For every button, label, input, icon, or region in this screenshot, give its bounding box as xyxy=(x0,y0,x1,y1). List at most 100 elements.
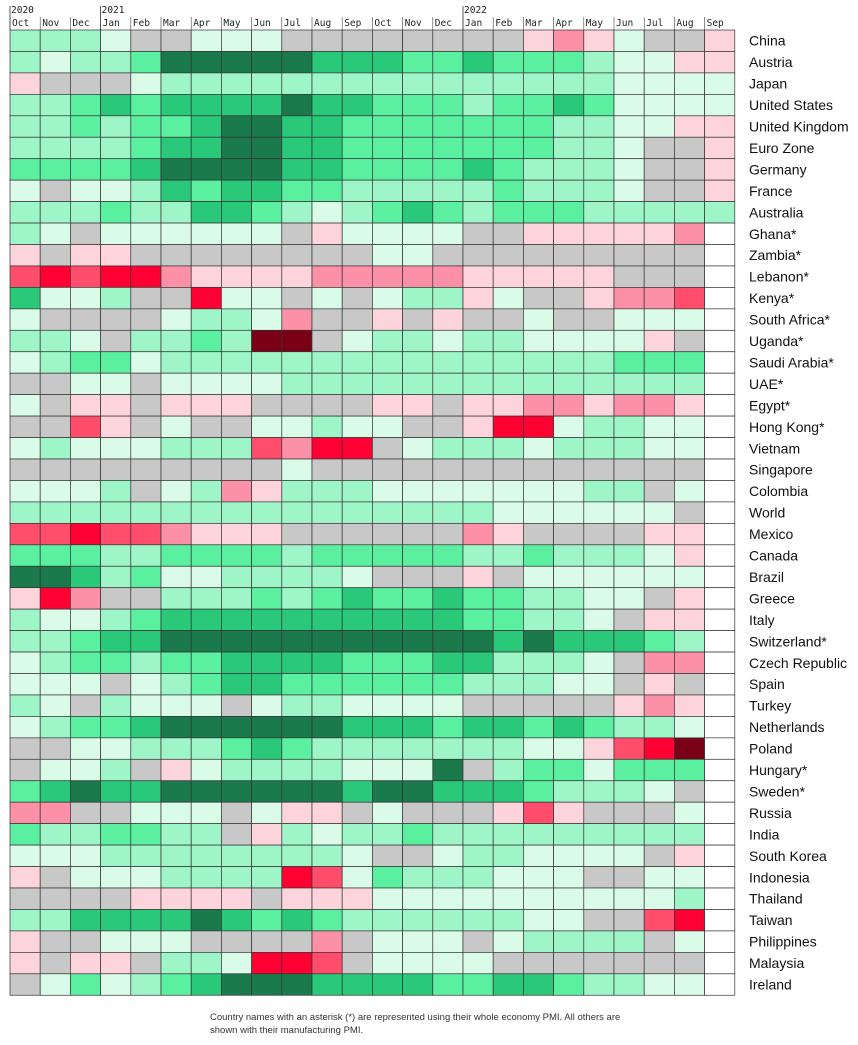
heatmap-cell xyxy=(70,329,101,353)
heatmap-cell xyxy=(583,544,615,567)
heatmap-cell xyxy=(432,222,464,245)
heatmap-cell xyxy=(251,501,283,524)
heatmap-cell xyxy=(190,716,222,739)
heatmap-cell xyxy=(341,716,373,739)
heatmap-cell xyxy=(553,351,585,374)
heatmap-cell xyxy=(130,930,162,953)
heatmap-cell xyxy=(160,737,192,760)
heatmap-cell xyxy=(704,136,736,160)
heatmap-cell xyxy=(311,115,343,138)
heatmap-cell xyxy=(70,394,101,417)
heatmap-cell xyxy=(190,887,222,910)
heatmap-cell xyxy=(190,115,222,138)
heatmap-cell xyxy=(341,587,373,610)
heatmap-cell xyxy=(311,780,343,803)
heatmap-cell xyxy=(160,93,192,117)
heatmap-cell xyxy=(372,844,403,867)
heatmap-cell xyxy=(462,801,494,825)
heatmap-cell xyxy=(492,51,524,74)
heatmap-cell xyxy=(221,694,252,717)
heatmap-cell xyxy=(70,179,101,202)
heatmap-cell xyxy=(402,480,434,503)
heatmap-cell xyxy=(100,694,132,717)
heatmap-cell xyxy=(523,565,554,589)
heatmap-cell xyxy=(613,458,645,481)
heatmap-cell xyxy=(674,501,705,524)
heatmap-cell xyxy=(523,480,554,503)
heatmap-cell xyxy=(160,630,192,653)
heatmap-cell xyxy=(341,458,373,481)
month-label: Jan xyxy=(465,18,482,29)
heatmap-cell xyxy=(130,222,162,245)
heatmap-cell xyxy=(70,544,101,567)
heatmap-cell xyxy=(190,608,222,631)
heatmap-cell xyxy=(402,201,434,224)
heatmap-cell xyxy=(9,351,41,374)
heatmap-cell xyxy=(492,694,524,717)
heatmap-cell xyxy=(9,329,41,353)
heatmap-cell xyxy=(553,608,585,631)
heatmap-cell xyxy=(160,951,192,975)
heatmap-cell xyxy=(251,244,283,267)
heatmap-cell xyxy=(372,651,403,674)
heatmap-cell xyxy=(160,51,192,74)
heatmap-cell xyxy=(674,780,705,803)
heatmap-cell xyxy=(9,844,41,867)
heatmap-cell xyxy=(462,887,494,910)
heatmap-cell xyxy=(9,758,41,782)
heatmap-cell xyxy=(9,415,41,438)
heatmap-cell xyxy=(251,844,283,867)
heatmap-cell xyxy=(553,801,585,825)
heatmap-cell xyxy=(402,758,434,782)
heatmap-cell xyxy=(492,565,524,589)
heatmap-cell xyxy=(492,844,524,867)
heatmap-cell xyxy=(372,801,403,825)
heatmap-cell xyxy=(311,587,343,610)
heatmap-cell xyxy=(160,179,192,202)
heatmap-cell xyxy=(9,501,41,524)
heatmap-cell xyxy=(704,437,736,460)
heatmap-cell xyxy=(432,758,464,782)
heatmap-cell xyxy=(341,394,373,417)
heatmap-cell xyxy=(462,72,494,95)
heatmap-cell xyxy=(221,673,252,696)
heatmap-cell xyxy=(9,737,41,760)
heatmap-cell xyxy=(704,29,736,52)
heatmap-cell xyxy=(251,201,283,224)
heatmap-cell xyxy=(251,909,283,932)
heatmap-cell xyxy=(70,694,101,717)
heatmap-cell xyxy=(70,522,101,546)
heatmap-cell xyxy=(100,651,132,674)
heatmap-cell xyxy=(402,51,434,74)
heatmap-cell xyxy=(402,544,434,567)
heatmap-cell xyxy=(341,158,373,181)
heatmap-cell xyxy=(402,72,434,95)
heatmap-cell xyxy=(372,201,403,224)
month-label: Jun xyxy=(616,18,633,29)
heatmap-cell xyxy=(281,844,313,867)
heatmap-cell xyxy=(251,158,283,181)
heatmap-cell xyxy=(70,93,101,117)
heatmap-cell xyxy=(221,415,252,438)
heatmap-cell xyxy=(643,716,675,739)
heatmap-cell xyxy=(674,265,705,288)
heatmap-cell xyxy=(281,29,313,52)
heatmap-cell xyxy=(402,951,434,975)
month-label: Dec xyxy=(72,18,89,29)
heatmap-cell xyxy=(341,951,373,975)
heatmap-cell xyxy=(432,480,464,503)
heatmap-cell xyxy=(432,201,464,224)
heatmap-cell xyxy=(553,201,585,224)
heatmap-cell xyxy=(643,694,675,717)
heatmap-cell xyxy=(643,587,675,610)
heatmap-cell xyxy=(372,909,403,932)
heatmap-cell xyxy=(160,158,192,181)
heatmap-cell xyxy=(130,136,162,160)
row-label: Philippines xyxy=(749,934,817,950)
heatmap-cell xyxy=(674,308,705,331)
heatmap-cell xyxy=(372,179,403,202)
heatmap-cell xyxy=(70,115,101,138)
heatmap-cell xyxy=(402,844,434,867)
heatmap-cell xyxy=(9,480,41,503)
heatmap-cell xyxy=(100,351,132,374)
